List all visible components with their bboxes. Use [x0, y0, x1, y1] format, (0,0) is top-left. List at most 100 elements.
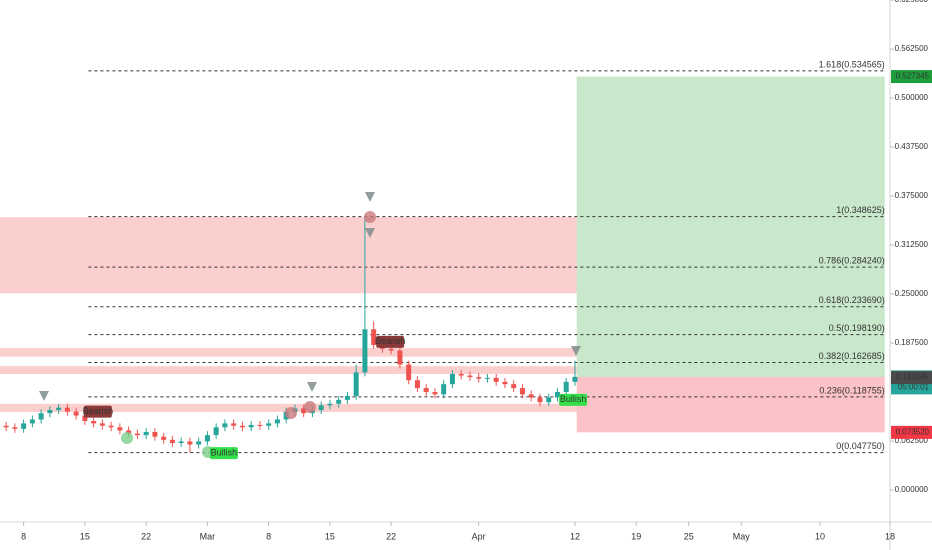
y-tick-label: 0.437500: [895, 142, 929, 151]
signal-badge: [376, 335, 405, 348]
price-label-box: [891, 70, 932, 84]
zone: [0, 366, 577, 374]
fib-label: 0.236(0.118755): [819, 385, 884, 395]
candle-body: [388, 348, 394, 351]
candle-body: [327, 403, 333, 406]
x-tick-label: 25: [684, 531, 694, 541]
candle-body: [82, 415, 88, 422]
candle-body: [213, 427, 219, 436]
candle-body: [64, 407, 70, 412]
candle-body: [12, 427, 18, 429]
candle-body: [266, 423, 272, 426]
candle-body: [117, 427, 123, 431]
x-tick-label: 22: [386, 531, 396, 541]
candle-body: [406, 364, 412, 381]
signal-label: Bearish: [375, 336, 406, 346]
fib-label: 0.786(0.284240): [819, 256, 885, 266]
candle-body: [274, 419, 280, 424]
candle-body: [336, 399, 342, 404]
y-tick-label: 0.062500: [895, 436, 929, 445]
x-tick-label: 18: [885, 531, 895, 541]
signal-label: Bearish: [83, 406, 114, 416]
candle-body: [493, 377, 499, 382]
x-tick-label: 15: [325, 531, 335, 541]
candle-body: [47, 410, 53, 414]
x-tick-label: 8: [21, 531, 26, 541]
candle-body: [231, 423, 237, 426]
candle-body: [257, 424, 263, 426]
fib-label: 0.618(0.233690): [819, 295, 885, 305]
candle-body: [73, 411, 79, 416]
y-tick-label: 0.500000: [895, 93, 929, 102]
signal-circle: [304, 401, 316, 413]
y-tick-label: 0.312500: [895, 240, 929, 249]
candle-body: [572, 376, 578, 382]
candle-body: [318, 405, 324, 411]
candle-body: [519, 388, 525, 395]
x-tick-label: 15: [80, 531, 90, 541]
signal-circle: [121, 432, 133, 444]
candle-body: [353, 372, 359, 396]
x-tick-label: 10: [815, 531, 825, 541]
candle-body: [222, 423, 228, 428]
profit-zone: [576, 76, 885, 377]
fib-label: 0.5(0.198190): [829, 323, 885, 333]
x-tick-label: 8: [266, 531, 271, 541]
candle-body: [248, 424, 254, 428]
y-tick-label: 0.562500: [895, 44, 929, 53]
candle-body: [397, 350, 403, 365]
signal-circle: [285, 407, 297, 419]
x-tick-label: Mar: [200, 531, 216, 541]
candle-body: [511, 384, 517, 389]
price-label-box: [891, 425, 932, 439]
candle-body: [196, 441, 202, 445]
price-countdown: 05:00:01: [898, 382, 930, 391]
candle-body: [38, 413, 44, 420]
candle-body: [178, 441, 184, 443]
candle-body: [371, 329, 377, 345]
candle-body: [484, 377, 490, 379]
candle-body: [423, 388, 429, 393]
candle-body: [467, 375, 473, 378]
candle-body: [554, 392, 560, 398]
candle-body: [126, 430, 132, 434]
x-tick-label: May: [733, 531, 751, 541]
candle-body: [239, 425, 245, 428]
candle-body: [204, 435, 210, 442]
candle-body: [91, 421, 97, 424]
signal-label: Bullish: [560, 394, 587, 404]
x-tick-label: 12: [570, 531, 580, 541]
price-label: 0.527345: [896, 72, 930, 81]
candle-body: [108, 425, 114, 428]
zone: [0, 217, 577, 294]
candle-body: [161, 436, 167, 440]
signal-label: Bullish: [211, 448, 238, 458]
candle-body: [432, 392, 438, 395]
candle-body: [29, 419, 35, 424]
candle-body: [99, 423, 105, 426]
signal-triangle: [365, 192, 375, 202]
y-tick-label: 0.375000: [895, 191, 929, 200]
candle-body: [344, 395, 350, 400]
candle-body: [458, 373, 464, 376]
candle-body: [152, 431, 158, 437]
candle-body: [143, 431, 149, 436]
candle-body: [56, 407, 62, 411]
candle-body: [537, 397, 543, 403]
candle-body: [362, 329, 368, 373]
candle-body: [546, 397, 552, 403]
signal-triangle: [571, 346, 581, 356]
candle-body: [476, 377, 482, 379]
candle-body: [21, 423, 27, 429]
candle-body: [563, 381, 569, 393]
signal-triangle: [39, 391, 49, 401]
candle-body: [301, 408, 307, 414]
x-tick-label: 22: [141, 531, 151, 541]
fib-label: 1(0.348625): [836, 205, 885, 215]
candle-body: [169, 439, 175, 443]
y-tick-label: 0.187500: [895, 338, 929, 347]
candle-body: [449, 373, 455, 385]
price-label-box: [891, 371, 932, 385]
